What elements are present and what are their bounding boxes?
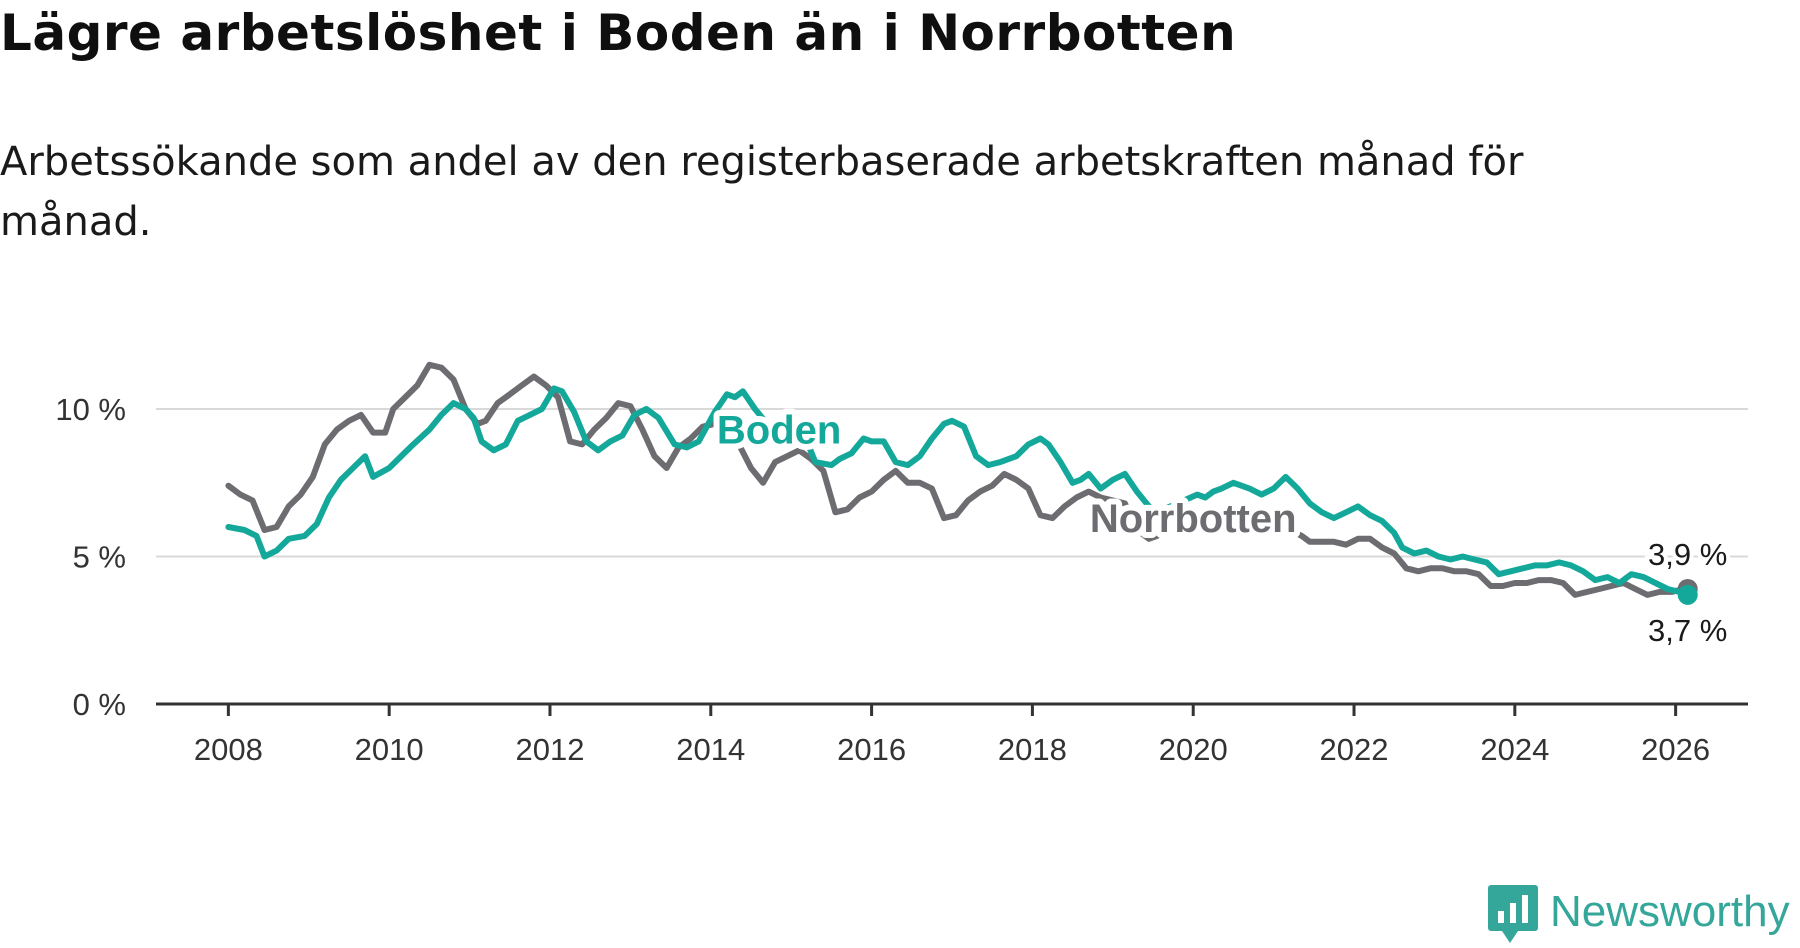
x-tick-label: 2010 xyxy=(355,732,424,767)
series-label-norrbotten: Norrbotten xyxy=(1090,497,1297,541)
boden-end-label: 3,7 % xyxy=(1648,613,1727,648)
norrbotten-end-label: 3,9 % xyxy=(1648,537,1727,572)
x-tick-label: 2024 xyxy=(1480,732,1549,767)
x-tick-label: 2022 xyxy=(1320,732,1389,767)
x-tick-label: 2016 xyxy=(837,732,906,767)
norrbotten-line xyxy=(225,361,1691,598)
chart-subtitle: Arbetssökande som andel av den registerb… xyxy=(0,139,1524,245)
x-tick-label: 2012 xyxy=(515,732,584,767)
y-tick-label: 0 % xyxy=(73,687,126,722)
x-axis xyxy=(156,702,1748,716)
newsworthy-logo-icon xyxy=(1488,885,1538,943)
y-tick-label: 10 % xyxy=(55,392,126,427)
brand-name: Newsworthy xyxy=(1550,887,1790,936)
x-tick-label: 2026 xyxy=(1641,732,1710,767)
y-tick-label: 5 % xyxy=(73,540,126,575)
boden-end-point xyxy=(1677,584,1698,605)
x-tick-label: 2018 xyxy=(998,732,1067,767)
chart-title: Lägre arbetslöshet i Boden än i Norrbott… xyxy=(0,4,1237,62)
series-label-boden: Boden xyxy=(717,409,841,453)
x-tick-label: 2014 xyxy=(676,732,745,767)
x-tick-label: 2020 xyxy=(1159,732,1228,767)
newsworthy-logo[interactable]: Newsworthy xyxy=(1488,885,1798,943)
x-tick-label: 2008 xyxy=(194,732,263,767)
boden-series xyxy=(225,385,1698,605)
boden-line xyxy=(225,385,1691,598)
chart-labels: 0 % 5 % 10 % 2008 2010 2012 2014 2016 2018 2020 20… xyxy=(55,392,1731,767)
norrbotten-series xyxy=(225,361,1698,599)
grid-lines xyxy=(156,408,1748,558)
